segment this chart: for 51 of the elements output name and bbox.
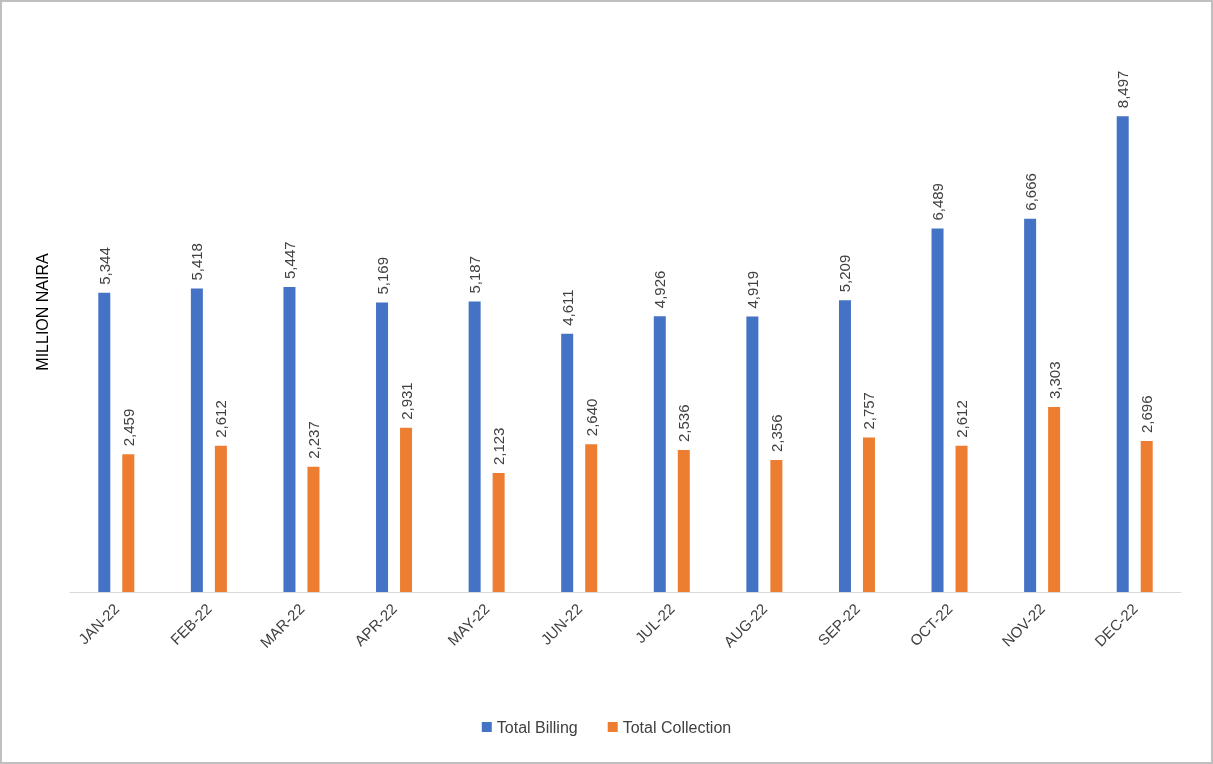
data-label: 2,931 xyxy=(397,382,415,420)
data-label: 2,237 xyxy=(304,421,322,459)
bar xyxy=(122,454,135,592)
data-label: 2,536 xyxy=(675,404,693,442)
data-label: 5,187 xyxy=(466,255,484,294)
bar xyxy=(376,302,389,592)
legend-label: Total Billing xyxy=(496,718,578,736)
data-label: 2,459 xyxy=(119,408,137,447)
data-label: 2,356 xyxy=(767,414,785,453)
data-label: 5,447 xyxy=(280,241,298,279)
bar xyxy=(214,445,227,592)
bar xyxy=(955,445,968,592)
data-label: 4,919 xyxy=(743,270,761,309)
y-axis-title: MILLION NAIRA xyxy=(33,252,51,371)
bar xyxy=(400,427,413,592)
bar xyxy=(677,449,690,592)
data-label: 2,612 xyxy=(953,400,971,438)
bar xyxy=(561,333,574,592)
bar xyxy=(190,288,203,592)
bar xyxy=(1048,407,1061,592)
data-label: 2,612 xyxy=(212,400,230,438)
data-label: 4,611 xyxy=(558,289,576,326)
data-label: 4,926 xyxy=(651,270,669,309)
bar xyxy=(492,473,505,592)
data-label: 2,757 xyxy=(860,392,878,430)
bar xyxy=(862,437,875,592)
bar xyxy=(838,300,851,592)
bar xyxy=(1116,116,1129,592)
data-label: 5,209 xyxy=(836,254,854,293)
bar xyxy=(653,316,666,592)
bar xyxy=(1024,218,1037,592)
bar xyxy=(770,460,783,592)
bar xyxy=(746,316,759,592)
bar xyxy=(307,466,320,592)
data-label: 2,123 xyxy=(490,427,508,466)
bar xyxy=(98,292,111,592)
data-label: 6,666 xyxy=(1021,173,1039,211)
legend-label: Total Collection xyxy=(622,718,732,736)
bar xyxy=(1140,441,1153,592)
data-label: 2,640 xyxy=(582,398,600,437)
data-label: 5,418 xyxy=(188,243,206,281)
bar xyxy=(283,286,296,592)
data-label: 8,497 xyxy=(1114,70,1132,109)
bar xyxy=(468,301,481,592)
data-label: 5,344 xyxy=(95,247,113,285)
data-label: 5,169 xyxy=(373,256,391,295)
data-label: 2,696 xyxy=(1138,395,1156,434)
data-label: 6,489 xyxy=(929,183,947,221)
bar xyxy=(931,228,944,592)
data-label: 3,303 xyxy=(1045,361,1063,400)
bar xyxy=(585,444,598,592)
